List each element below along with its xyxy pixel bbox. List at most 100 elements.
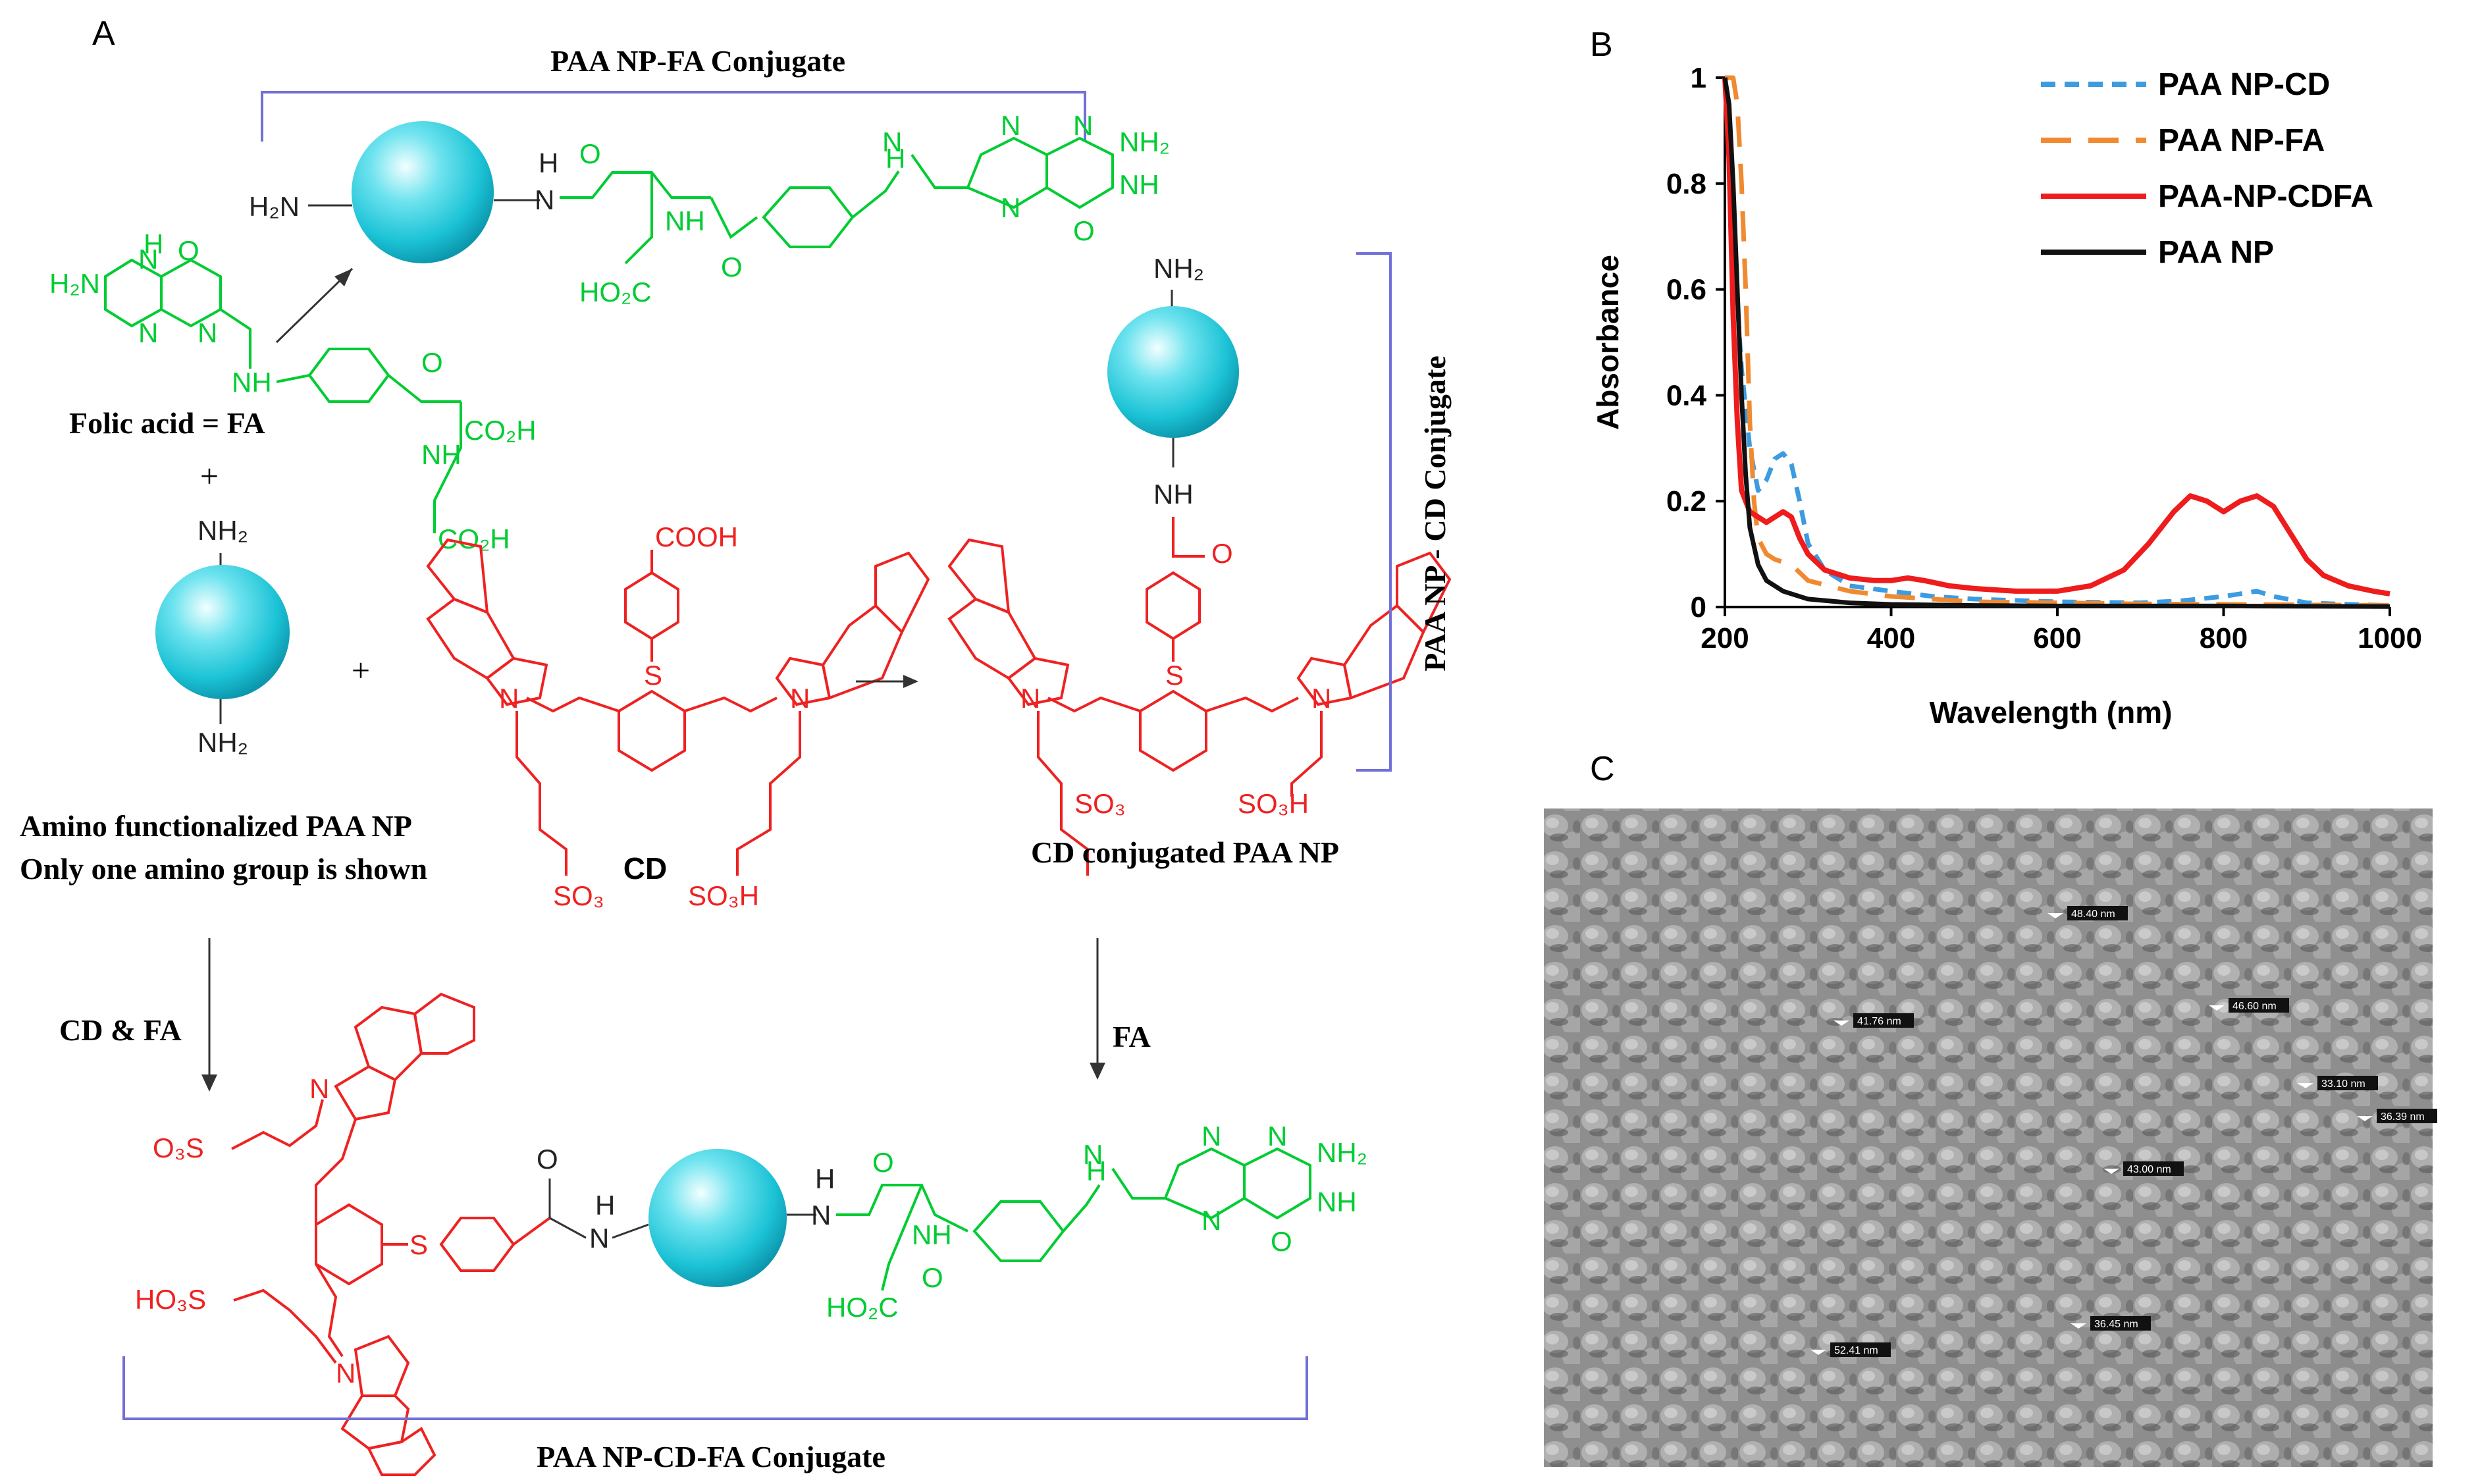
y-tick-label: 0.6 <box>1666 274 1706 306</box>
bottom-conjugate: O₃S N S O H N N HO₃S <box>135 992 649 1476</box>
atom-s-conj: S <box>1165 660 1184 691</box>
bottom-benz-top-2 <box>413 992 475 1055</box>
series-line-paa-np <box>1722 77 2390 609</box>
atom-n-conj-right: N <box>1311 683 1331 714</box>
atom-nh2-mid-top: NH₂ <box>198 515 248 546</box>
measurement-arrow <box>2103 1169 2119 1174</box>
measurement-label: 36.45 nm <box>2094 1319 2138 1330</box>
measurement-box <box>2067 906 2128 920</box>
atom-n-pter-2: N <box>1001 192 1020 223</box>
measurement-label: 43.00 nm <box>2127 1164 2171 1175</box>
atom-o-conj: O <box>1211 538 1233 569</box>
atom-nh-cdconj: NH <box>1153 479 1194 510</box>
chart-axes: 0 0.2 0.4 0.6 0.8 1 200 400 600 800 1000 <box>1666 62 2422 654</box>
folic-acid-structure: H N O H₂N N N NH O NH CO₂H CO₂H <box>49 228 537 554</box>
label-paa-np-cd-conjugate: PAA NP - CD Conjugate <box>1418 356 1452 672</box>
measurement-arrow <box>1810 1350 1826 1355</box>
cd-structure-conj: O S N SO₃ N SO₃H <box>947 517 1452 876</box>
legend-label: PAA NP <box>2158 235 2274 270</box>
atom-h2n-fa: H₂N <box>49 268 100 299</box>
bottom-pteridine-2 <box>1243 1147 1311 1220</box>
atom-h-top-2: H <box>885 143 905 174</box>
x-tick-label: 200 <box>1701 622 1749 654</box>
atom-nh2-mid-bottom: NH₂ <box>198 727 248 758</box>
conj-benz-left-1 <box>947 597 1037 680</box>
y-tick-label: 0.2 <box>1666 485 1706 517</box>
cd-cyclohexene <box>618 689 686 772</box>
atom-so3-cd: SO₃ <box>553 880 604 911</box>
arrowhead <box>334 269 352 286</box>
arrowhead <box>201 1074 217 1092</box>
atom-n-bottom-bot: N <box>336 1358 356 1389</box>
cd-indole-right <box>775 656 832 706</box>
measurement-arrow <box>2209 1005 2225 1011</box>
fa-amide <box>387 374 461 403</box>
atom-o-pter-top: O <box>1073 215 1095 246</box>
cd-sulfonate-chain-right <box>736 711 801 876</box>
atom-n-bottom-2: N <box>811 1200 831 1231</box>
measurement-box <box>1853 1013 1914 1028</box>
measurement-arrow <box>2357 1116 2373 1121</box>
bond <box>549 1217 587 1239</box>
atom-h-bottom: H <box>595 1190 615 1221</box>
label-folic-acid: Folic acid = FA <box>69 406 265 440</box>
atom-o-bottom-g2: O <box>922 1262 943 1293</box>
atom-n-cd-right: N <box>790 683 810 714</box>
atom-h-bottom-g: H <box>1086 1155 1106 1186</box>
cd-benz-right-2 <box>874 551 930 635</box>
bottom-linker <box>1062 1184 1101 1232</box>
atom-n-bp-3: N <box>1267 1121 1287 1152</box>
bond <box>612 1223 649 1239</box>
measurement-arrow <box>2298 1083 2313 1088</box>
x-axis-label: Wavelength (nm) <box>1930 695 2173 729</box>
atom-n-conj-left: N <box>1020 683 1040 714</box>
bracket-bottom <box>122 1356 1308 1420</box>
panel-a: A PAA NP-FA Conjugate H₂N H N O NH HO₂C … <box>20 14 1452 1476</box>
fa-linker <box>219 308 251 369</box>
conj-sulfonate-right <box>1290 711 1323 797</box>
conj-indole-right <box>1296 656 1353 706</box>
cd-polyene-left <box>526 696 620 713</box>
label-amino-line2: Only one amino group is shown <box>20 852 427 886</box>
atom-n-fa-2: N <box>138 317 158 348</box>
measurement-arrow <box>2047 913 2063 918</box>
label-amino-line1: Amino functionalized PAA NP <box>20 809 412 843</box>
measurement-box <box>2123 1161 2184 1176</box>
atom-n-top: N <box>535 184 554 215</box>
measurement-label: 46.60 nm <box>2232 1001 2277 1012</box>
cd-sulfonate-chain-left <box>515 711 568 876</box>
bottom-polyene-bottom <box>315 1263 344 1358</box>
bottom-linker-2 <box>1111 1167 1165 1200</box>
atom-n-bp-1: N <box>1201 1121 1221 1152</box>
measurement-label: 52.41 nm <box>1834 1345 1878 1356</box>
conj-benzene <box>1146 571 1201 641</box>
linker-top-2 <box>911 153 968 189</box>
atom-n-pter-3: N <box>1073 110 1093 141</box>
series-line-paa-np-fa <box>1725 75 2390 608</box>
plus-1: + <box>200 458 219 494</box>
x-tick-label: 400 <box>1867 622 1915 654</box>
atom-s-bottom: S <box>409 1229 428 1260</box>
legend-label: PAA NP-CD <box>2158 67 2330 102</box>
atom-co2h-fa-2: CO₂H <box>438 523 510 554</box>
cd-polyene-right <box>684 696 778 713</box>
atom-s-cd: S <box>644 660 662 691</box>
atom-ho2c-bottom: HO₂C <box>826 1292 899 1323</box>
panel-b-letter: B <box>1590 26 1613 64</box>
linker-top <box>851 170 900 219</box>
atom-nh2-bottom: NH₂ <box>1317 1137 1367 1168</box>
nanoparticle-bottom <box>648 1149 787 1287</box>
measurement-label: 48.40 nm <box>2071 909 2115 920</box>
legend-label: PAA NP-FA <box>2158 123 2325 158</box>
atom-so3h-cd: SO₃H <box>688 880 759 911</box>
atom-nh-bottom-p: NH <box>1317 1186 1357 1217</box>
bottom-polyene-top <box>315 1119 357 1225</box>
conj-benz-left-2 <box>947 538 1011 615</box>
plus-2: + <box>352 652 370 689</box>
panel-c: C 48.40 nm 41.76 nm 46.60 nm 33.10 nm 36.39 … <box>1544 750 2437 1467</box>
atom-nh-fa-2: NH <box>421 439 462 470</box>
fa-benzene <box>307 348 390 403</box>
atom-so3h-conj: SO₃H <box>1238 788 1309 819</box>
series-line-paa-np-cdfa <box>1722 77 2390 596</box>
